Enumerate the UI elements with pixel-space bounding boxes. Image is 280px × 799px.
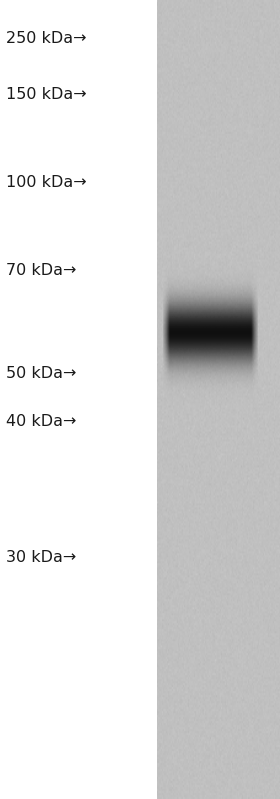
Bar	[0, 0, 157, 799]
Text: 100 kDa→: 100 kDa→	[6, 175, 86, 189]
Text: 150 kDa→: 150 kDa→	[6, 87, 86, 101]
Text: 30 kDa→: 30 kDa→	[6, 551, 76, 565]
Text: 50 kDa→: 50 kDa→	[6, 367, 76, 381]
Text: WWW.PTGLAB.COM: WWW.PTGLAB.COM	[185, 352, 195, 447]
Text: 250 kDa→: 250 kDa→	[6, 31, 86, 46]
Text: 40 kDa→: 40 kDa→	[6, 415, 76, 429]
Text: 70 kDa→: 70 kDa→	[6, 263, 76, 277]
